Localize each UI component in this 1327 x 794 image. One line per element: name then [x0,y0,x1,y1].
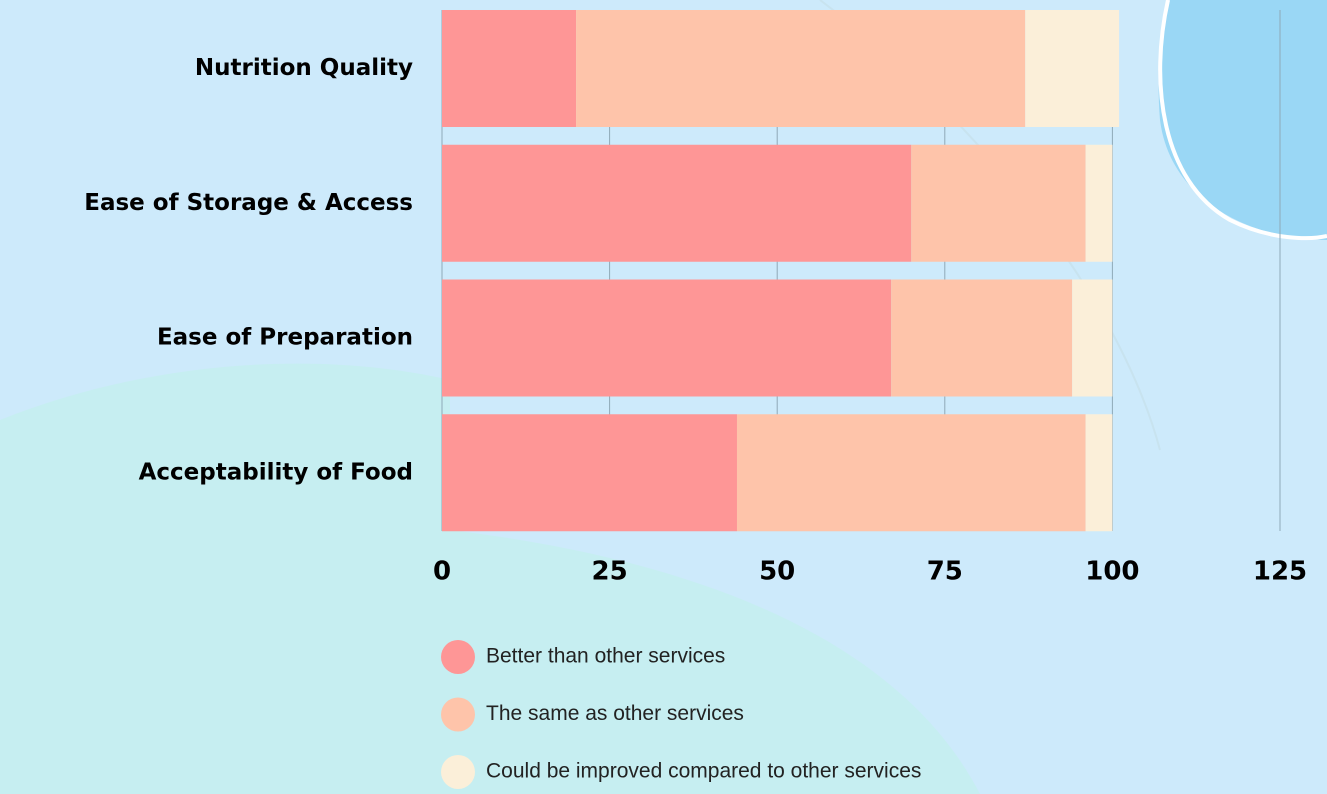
y-tick-label: Nutrition Quality [195,55,413,81]
y-tick-label: Ease of Preparation [157,325,413,351]
x-tick-label: 100 [1085,557,1139,587]
x-tick-label: 125 [1253,557,1307,587]
x-tick-label: 75 [927,557,963,587]
y-tick-label: Ease of Storage & Access [84,190,413,216]
bar-segment [442,414,737,532]
legend-swatch [441,755,475,789]
x-tick-label: 0 [433,557,451,587]
decor-curve [1158,0,1327,241]
legend-swatch [441,640,475,674]
x-tick-label: 50 [759,557,795,587]
y-tick-label: Acceptability of Food [139,459,413,485]
bar-segment [911,144,1086,262]
bar-segment [442,10,577,127]
x-tick-label: 25 [592,557,628,587]
legend-label: Better than other services [486,645,725,668]
bar-segment [442,279,892,397]
legend-swatch [441,697,475,732]
bar-segment [1025,10,1120,127]
bar-segment [576,10,1026,127]
bar-segment [891,279,1073,397]
background-blob [450,530,980,794]
bar-segment [442,144,912,262]
background-blob [0,363,450,794]
bar-segment [736,414,1086,532]
bar-segment [1085,144,1113,262]
bar-segment [1085,414,1113,532]
bar-segment [1072,279,1113,397]
background-blob [1158,0,1327,240]
legend-label: Could be improved compared to other serv… [486,760,921,783]
legend-label: The same as other services [486,702,744,725]
